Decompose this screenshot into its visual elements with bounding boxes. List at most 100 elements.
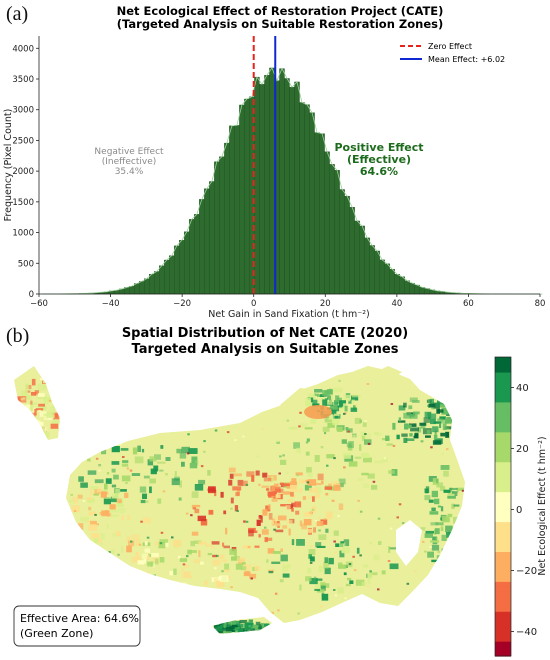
map-patch xyxy=(214,567,217,570)
map-patch xyxy=(24,425,33,429)
colorbar-step xyxy=(495,621,511,627)
map-patch xyxy=(409,433,413,437)
map-patch xyxy=(192,507,197,510)
colorbar-step xyxy=(495,411,511,418)
map-patch xyxy=(215,627,223,631)
colorbar-label: Net Ecological Effect (t hm⁻²) xyxy=(537,436,548,575)
map-patch xyxy=(332,418,340,425)
map-patch xyxy=(275,529,284,533)
map-patch xyxy=(111,549,115,554)
map-patch xyxy=(248,619,253,623)
map-speck xyxy=(401,522,405,525)
map-speck xyxy=(468,525,471,527)
map-patch xyxy=(43,385,47,389)
map-patch xyxy=(188,448,197,454)
map-speck xyxy=(122,456,125,458)
map-patch xyxy=(331,499,335,502)
map-patch xyxy=(414,433,419,439)
map-patch xyxy=(218,554,225,560)
histogram-bar xyxy=(254,76,260,295)
map-patch xyxy=(430,418,436,425)
map-speck xyxy=(221,570,224,573)
map-patch xyxy=(432,440,442,445)
x-tick-label: −60 xyxy=(30,299,48,309)
colorbar-step xyxy=(495,536,511,542)
map-patch xyxy=(214,578,218,583)
map-patch xyxy=(305,479,311,482)
map-patch xyxy=(101,447,107,455)
map-speck xyxy=(82,500,86,502)
map-speck xyxy=(282,454,285,457)
colorbar-step xyxy=(495,406,511,413)
effective-area-box: Effective Area: 64.6% (Green Zone) xyxy=(13,605,141,647)
map-patch xyxy=(410,427,419,432)
map-patch xyxy=(441,515,450,523)
map-patch xyxy=(340,541,345,544)
map-patch xyxy=(86,497,92,500)
map-patch xyxy=(338,503,344,510)
map-patch xyxy=(34,434,39,440)
colorbar-step xyxy=(495,571,511,577)
map-patch xyxy=(389,547,397,550)
map-patch xyxy=(243,571,251,577)
map-patch xyxy=(200,519,208,526)
map-patch xyxy=(35,408,44,411)
map-patch xyxy=(317,473,324,481)
map-patch xyxy=(347,577,352,581)
map-patch xyxy=(306,438,310,442)
map-patch xyxy=(73,499,78,504)
colorbar-step xyxy=(495,436,511,443)
map-speck xyxy=(98,469,101,472)
map-patch xyxy=(420,440,424,443)
map-patch xyxy=(435,522,444,526)
colorbar-step xyxy=(495,371,511,378)
map-speck xyxy=(320,605,323,608)
map-patch xyxy=(316,545,326,548)
map-patch xyxy=(241,623,246,631)
y-tick-label: 2500 xyxy=(12,136,34,146)
map-patch xyxy=(303,511,312,517)
map-patch xyxy=(228,479,233,486)
map-patch xyxy=(361,582,367,586)
map-speck xyxy=(171,536,174,539)
map-speck xyxy=(138,543,142,546)
map-speck xyxy=(80,440,83,443)
histogram-bar xyxy=(129,286,135,295)
map-speck xyxy=(442,553,446,556)
map-speck xyxy=(313,576,317,579)
map-patch xyxy=(388,470,395,474)
map-patch xyxy=(408,405,413,410)
map-patch xyxy=(32,428,40,435)
map-patch xyxy=(99,512,104,515)
map-speck xyxy=(53,560,57,563)
map-speck xyxy=(145,500,149,503)
map-patch xyxy=(307,479,317,486)
map-speck xyxy=(277,609,280,612)
map-patch xyxy=(304,484,312,491)
colorbar-step xyxy=(495,386,511,393)
histogram-bar xyxy=(219,156,225,295)
map-patch xyxy=(96,487,102,492)
map-patch xyxy=(345,583,351,587)
map-speck xyxy=(18,526,21,528)
map-speck xyxy=(157,614,160,617)
map-patch xyxy=(413,411,420,415)
map-patch xyxy=(338,478,346,485)
map-patch xyxy=(388,546,391,553)
map-patch xyxy=(327,423,335,428)
map-patch xyxy=(94,479,104,484)
map-patch xyxy=(144,548,150,553)
map-patch xyxy=(237,559,245,566)
map-patch xyxy=(141,448,145,453)
map-patch xyxy=(251,475,255,482)
map-patch xyxy=(155,558,159,565)
map-patch xyxy=(266,488,270,491)
map-patch xyxy=(432,478,439,485)
map-patch xyxy=(308,495,313,499)
map-patch xyxy=(34,408,37,416)
map-patch xyxy=(235,563,243,570)
colorbar-tick-label: −40 xyxy=(516,627,537,638)
chart-title: Net Ecological Effect of Restoration Pro… xyxy=(117,4,444,18)
histogram-bar xyxy=(309,112,315,295)
map-patch xyxy=(91,533,100,539)
